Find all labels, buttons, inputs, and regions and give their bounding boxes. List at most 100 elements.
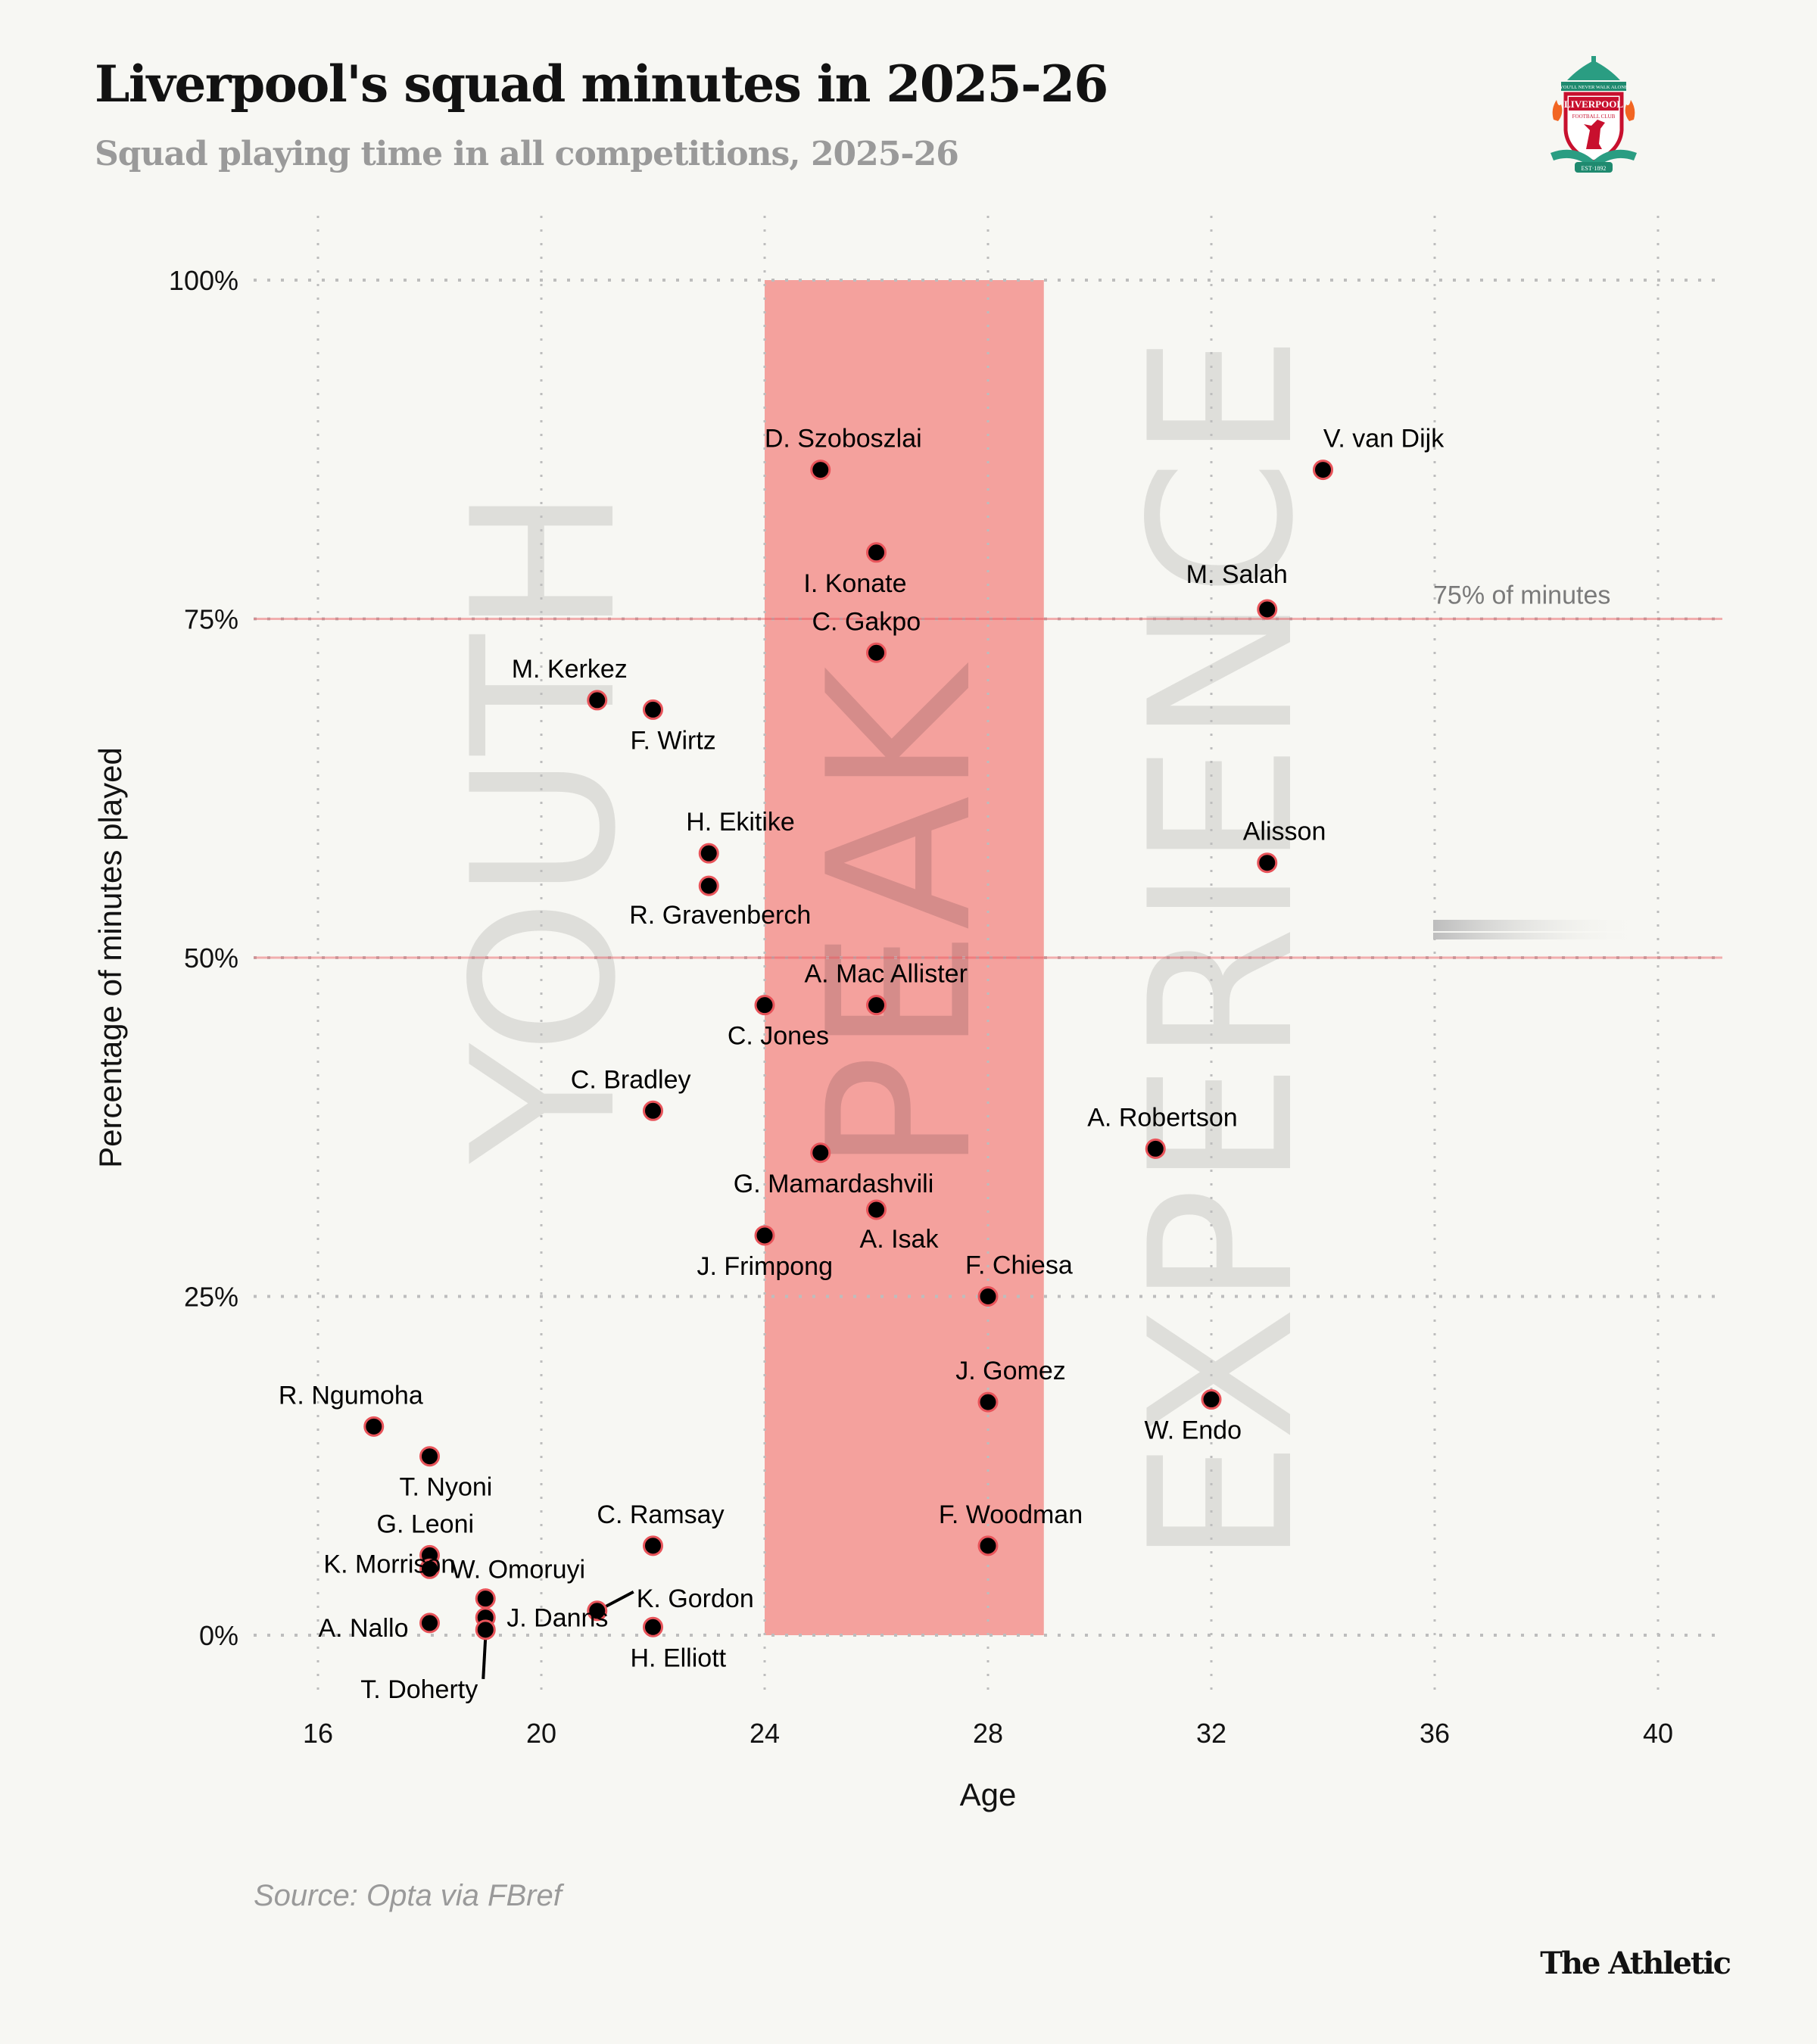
x-tick-label: 40	[1643, 1718, 1673, 1749]
point-label: C. Bradley	[571, 1065, 691, 1094]
data-point	[1201, 1389, 1222, 1410]
x-tick-label: 24	[750, 1718, 780, 1749]
point-label: I. Konate	[803, 569, 906, 598]
watermark-youth: YOUTH	[431, 487, 659, 1167]
crest-subname: FOOTBALL CLUB	[1572, 114, 1616, 120]
flame-right-icon	[1625, 100, 1635, 121]
point-label: J. Gomez	[955, 1357, 1065, 1385]
point-label: C. Gakpo	[812, 607, 921, 636]
data-point	[810, 460, 831, 481]
x-axis-label: Age	[960, 1777, 1017, 1812]
brand-logo: The Athletic	[1540, 1946, 1731, 1981]
watermark-peak: PEAK	[787, 660, 1015, 1173]
data-point	[419, 1446, 440, 1467]
data-point	[363, 1416, 385, 1437]
reference-line-label: 75% of minutes	[1433, 581, 1610, 610]
point-label: W. Omoruyi	[451, 1555, 586, 1584]
data-point	[643, 1100, 663, 1121]
point-label: T. Nyoni	[400, 1473, 493, 1502]
source-note: Source: Opta via FBref	[254, 1879, 562, 1912]
data-point	[754, 1225, 775, 1246]
point-label: R. Gravenberch	[629, 901, 811, 930]
x-tick-label: 32	[1196, 1718, 1226, 1749]
flame-left-icon	[1552, 100, 1563, 121]
data-point	[419, 1612, 440, 1634]
point-label: D. Szoboszlai	[765, 425, 922, 453]
data-point	[698, 843, 719, 864]
axis-ticks: 0% 25% 50% 75% 100% 16 20 24 28 32 36 40	[169, 265, 1673, 1749]
y-tick-label: 25%	[184, 1282, 238, 1313]
data-point	[698, 875, 719, 896]
leader-line	[603, 1591, 634, 1609]
liverpool-crest-icon: YOU'LL NEVER WALK ALONE LIVERPOOL FOOTBA…	[1544, 55, 1643, 176]
point-label: J. Danns	[506, 1604, 608, 1633]
crest-gates-icon	[1567, 61, 1620, 80]
gridlines	[254, 216, 1722, 1696]
data-point	[643, 699, 663, 720]
peak-band	[765, 280, 1044, 1635]
x-tick-label: 28	[973, 1718, 1003, 1749]
data-point	[587, 690, 608, 711]
y-tick-label: 75%	[184, 604, 238, 635]
zone-watermarks: YOUTH EXPERIENCE	[431, 335, 1337, 1565]
data-point	[754, 995, 775, 1016]
data-point	[1313, 460, 1333, 481]
fade-bar-bottom	[1433, 933, 1641, 939]
y-tick-label: 100%	[169, 265, 238, 296]
point-label: M. Kerkez	[512, 655, 628, 684]
point-label: T. Doherty	[360, 1675, 478, 1704]
data-point	[475, 1619, 496, 1640]
crest-name: LIVERPOOL	[1564, 98, 1623, 110]
data-point	[643, 1535, 663, 1556]
data-point	[1257, 599, 1278, 620]
chart-title: Liverpool's squad minutes in 2025-26	[95, 55, 1108, 114]
y-tick-label: 50%	[184, 943, 238, 974]
data-point	[977, 1286, 999, 1307]
point-label: V. van Dijk	[1323, 425, 1445, 453]
point-label: K. Morrison	[323, 1550, 455, 1579]
reference-lines: 75% of minutes	[254, 581, 1722, 959]
data-point	[866, 1199, 887, 1220]
point-label: G. Mamardashvili	[734, 1170, 934, 1198]
label-leaders	[482, 1591, 634, 1679]
x-tick-label: 36	[1420, 1718, 1450, 1749]
data-point	[977, 1535, 999, 1556]
point-label: K. Gordon	[637, 1584, 754, 1613]
data-point	[1257, 852, 1278, 874]
data-point	[419, 1558, 440, 1579]
legend-swatch	[1433, 920, 1641, 939]
data-point	[587, 1600, 608, 1622]
data-point	[810, 1142, 831, 1164]
point-label: Alisson	[1243, 818, 1326, 846]
crest-est: EST·1892	[1582, 165, 1607, 172]
data-point	[977, 1391, 999, 1413]
data-point	[643, 1616, 663, 1637]
point-label: A. Nallo	[318, 1614, 408, 1643]
point-label: W. Endo	[1144, 1416, 1242, 1445]
point-label: A. Robertson	[1087, 1103, 1237, 1132]
data-point	[1145, 1138, 1166, 1159]
data-point	[475, 1588, 496, 1609]
point-label: H. Ekitike	[686, 808, 795, 837]
x-tick-label: 16	[303, 1718, 333, 1749]
point-label: A. Isak	[860, 1225, 940, 1254]
y-axis-label: Percentage of minutes played	[92, 747, 128, 1168]
chart-subtitle: Squad playing time in all competitions, …	[95, 135, 959, 173]
point-label: A. Mac Allister	[805, 960, 968, 989]
y-tick-label: 0%	[199, 1620, 238, 1651]
crest-motto-banner	[1561, 82, 1626, 91]
point-label: G. Leoni	[377, 1510, 475, 1538]
point-labels: D. Szoboszlai V. van Dijk I. Konate M. Sala…	[279, 425, 1445, 1704]
fade-bar-top	[1433, 920, 1641, 931]
data-point	[866, 542, 887, 563]
data-point	[866, 642, 887, 663]
point-label: J. Frimpong	[697, 1252, 834, 1281]
peak-band-rect	[765, 280, 1044, 1635]
liverbird-icon	[1584, 120, 1605, 149]
point-label: F. Woodman	[939, 1500, 1083, 1529]
watermark-experience: EXPERIENCE	[1108, 335, 1337, 1565]
data-points	[363, 460, 1333, 1640]
peak-watermark: PEAK	[787, 660, 1015, 1173]
leader-line	[482, 1637, 488, 1679]
